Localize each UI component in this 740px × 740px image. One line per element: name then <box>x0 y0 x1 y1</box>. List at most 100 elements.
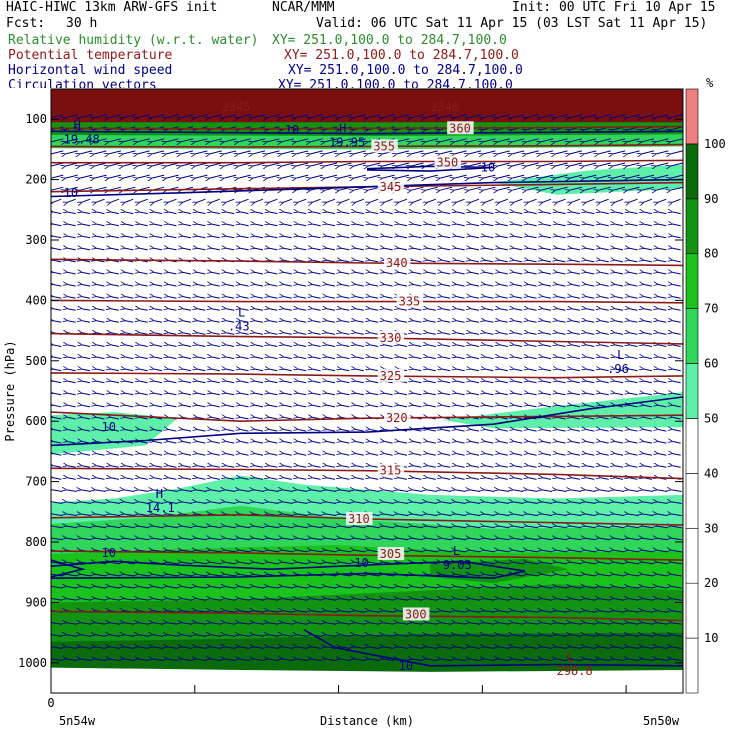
wind-vector <box>613 186 626 190</box>
wind-vector <box>370 248 379 251</box>
wind-vector <box>51 150 64 154</box>
wind-vector <box>613 114 626 118</box>
wind-vector <box>673 236 681 239</box>
wind-vector <box>527 114 539 118</box>
wind-label: 10 <box>102 420 116 434</box>
extremum-value: 19.95 <box>329 135 365 149</box>
wind-vector <box>53 236 62 239</box>
wind-vector <box>529 224 537 227</box>
wind-vector <box>212 248 220 251</box>
wind-vector <box>428 212 436 215</box>
wind-vector <box>514 272 523 275</box>
wind-vector <box>354 150 366 154</box>
wind-vector <box>471 248 480 251</box>
wind-vector <box>267 114 280 118</box>
wind-vector <box>210 150 222 154</box>
wind-vector <box>512 150 525 154</box>
wind-vector <box>224 174 237 178</box>
wind-vector <box>570 162 583 166</box>
field-rh-name: Relative humidity (w.r.t. water) <box>8 33 259 48</box>
wind-vector <box>498 174 510 178</box>
wind-vector <box>397 138 410 142</box>
wind-vector <box>255 224 264 227</box>
wind-label: 10 <box>481 161 495 175</box>
wind-vector <box>628 138 640 142</box>
wind-vector <box>483 186 496 190</box>
wind-vector <box>325 150 338 154</box>
wind-vector <box>428 285 436 287</box>
wind-vector <box>570 150 583 154</box>
wind-vector <box>313 236 321 239</box>
y-tick-label: 900 <box>25 595 47 609</box>
wind-vector <box>296 150 309 154</box>
wind-vector <box>152 138 165 142</box>
wind-vector <box>80 150 93 154</box>
wind-vector <box>615 236 624 239</box>
extremum-type: H <box>156 487 163 501</box>
wind-vector <box>339 114 352 118</box>
x-left-label: 5n54w <box>59 714 96 728</box>
wind-vector <box>368 114 381 118</box>
wind-vector <box>556 186 568 190</box>
wind-vector <box>282 150 294 154</box>
wind-vector <box>442 272 451 275</box>
wind-vector <box>385 198 393 202</box>
wind-vector <box>572 198 581 202</box>
wind-vector <box>210 174 222 178</box>
wind-vector <box>615 212 624 215</box>
colorbar-label: 50 <box>704 411 718 425</box>
wind-vector <box>224 138 237 142</box>
wind-vector <box>383 114 395 118</box>
wind-vector <box>426 174 438 178</box>
wind-vector <box>383 162 395 166</box>
wind-vector <box>558 198 566 202</box>
wind-vector <box>138 138 150 142</box>
wind-vector <box>169 272 177 275</box>
wind-vector <box>296 162 309 166</box>
wind-vector <box>253 162 266 166</box>
wind-vector <box>630 198 638 202</box>
wind-vector <box>514 260 523 263</box>
wind-vector <box>642 174 655 178</box>
wind-vector <box>80 174 93 178</box>
y-tick-label: 800 <box>25 535 47 549</box>
wind-vector <box>298 224 307 227</box>
wind-vector <box>455 138 467 142</box>
wind-vector <box>195 150 208 154</box>
wind-vector <box>68 260 76 263</box>
wind-vector <box>399 248 408 251</box>
wind-vector <box>125 285 134 287</box>
wind-vector <box>498 150 510 154</box>
wind-vector <box>169 236 177 239</box>
wind-vector <box>253 174 266 178</box>
wind-vector <box>226 212 235 215</box>
wind-vector <box>370 260 379 263</box>
wind-vector <box>411 138 424 142</box>
wind-label: 10 <box>399 659 413 673</box>
wind-vector <box>485 260 494 263</box>
wind-vector <box>239 138 251 142</box>
wind-vector <box>385 285 393 287</box>
wind-vector <box>239 162 251 166</box>
wind-vector <box>556 150 568 154</box>
wind-vector <box>673 260 681 263</box>
wind-vector <box>671 186 683 190</box>
wind-vector <box>671 150 683 154</box>
wind-vector <box>140 248 148 251</box>
wind-vector <box>68 297 76 299</box>
wind-vector <box>339 162 352 166</box>
wind-vector <box>413 224 422 227</box>
wind-vector <box>500 285 508 287</box>
wind-vector <box>630 224 638 227</box>
wind-vector <box>673 198 681 202</box>
wind-vector <box>529 272 537 275</box>
wind-vector <box>284 212 292 215</box>
wind-vector <box>615 198 624 202</box>
rh-top-dense <box>51 89 683 123</box>
wind-vector <box>413 248 422 251</box>
wind-vector <box>282 138 294 142</box>
wind-vector <box>111 198 120 202</box>
wind-vector <box>356 236 364 239</box>
wind-vector <box>411 174 424 178</box>
wind-vector <box>613 150 626 154</box>
